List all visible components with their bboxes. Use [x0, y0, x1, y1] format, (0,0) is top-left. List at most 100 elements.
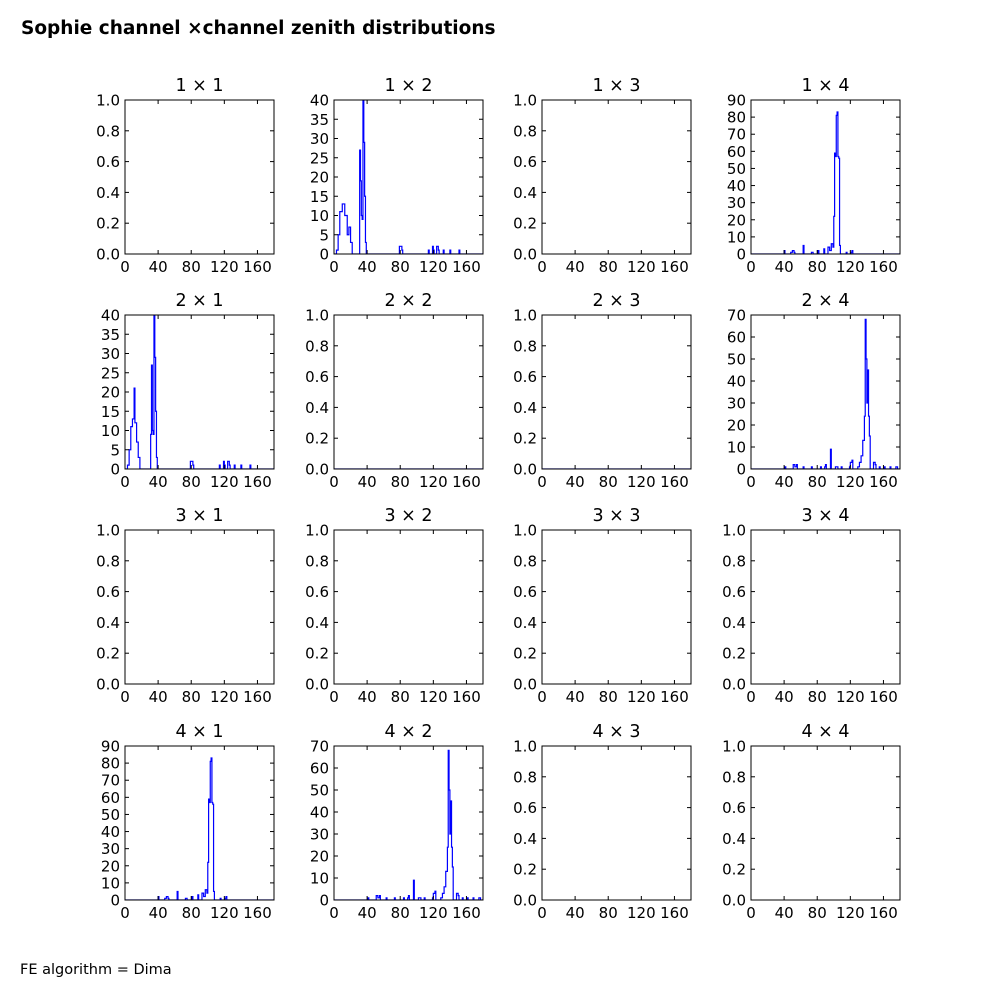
y-tick-label: 20 [310, 169, 329, 187]
x-tick-label: 160 [869, 904, 898, 922]
y-tick-label: 10 [727, 228, 746, 246]
subplot-title: 3 × 3 [592, 506, 640, 526]
x-tick-label: 0 [537, 904, 547, 922]
x-tick-label: 80 [182, 904, 201, 922]
subplot-10: 0 40 80 120 160 0.0 0.2 0.4 0.6 0.8 1.0 3 × 2 [305, 506, 484, 706]
x-tick-label: 0 [329, 904, 339, 922]
x-tick-label: 80 [808, 688, 827, 706]
subplot-title: 1 × 2 [384, 76, 432, 96]
x-tick-label: 80 [808, 473, 827, 491]
y-tick-label: 0.8 [96, 122, 120, 140]
y-tick-label: 25 [101, 364, 120, 382]
y-tick-label: 0.4 [513, 399, 537, 417]
y-tick-label: 0.8 [513, 337, 537, 355]
x-tick-label: 120 [419, 258, 448, 276]
series-line [751, 111, 900, 254]
x-tick-label: 40 [358, 688, 377, 706]
x-tick-label: 160 [452, 473, 481, 491]
y-tick-label: 10 [101, 874, 120, 892]
y-tick-label: 70 [101, 772, 120, 790]
y-tick-label: 60 [727, 143, 746, 161]
y-tick-label: 10 [101, 422, 120, 440]
x-tick-label: 40 [358, 473, 377, 491]
axes-frame [750, 745, 901, 901]
x-tick-label: 120 [210, 258, 239, 276]
x-tick-label: 40 [566, 688, 585, 706]
y-tick-label: 20 [310, 848, 329, 866]
x-tick-label: 120 [210, 473, 239, 491]
y-tick-label: 50 [727, 351, 746, 369]
y-tick-label: 50 [727, 160, 746, 178]
y-tick-label: 1.0 [513, 92, 537, 110]
x-tick-label: 0 [329, 473, 339, 491]
x-tick-label: 40 [358, 904, 377, 922]
x-tick-label: 0 [746, 258, 756, 276]
y-tick-label: 0.4 [513, 184, 537, 202]
y-tick-label: 40 [727, 177, 746, 195]
axes-frame [541, 314, 692, 470]
x-tick-label: 0 [537, 258, 547, 276]
y-tick-label: 20 [101, 384, 120, 402]
subplot-title: 1 × 4 [801, 76, 849, 96]
x-tick-label: 40 [566, 258, 585, 276]
y-tick-label: 0.4 [305, 399, 329, 417]
x-tick-label: 80 [599, 904, 618, 922]
y-tick-label: 1.0 [513, 307, 537, 325]
x-tick-label: 40 [149, 473, 168, 491]
y-tick-label: 1.0 [513, 738, 537, 756]
x-tick-label: 80 [808, 258, 827, 276]
x-tick-label: 80 [182, 258, 201, 276]
x-tick-label: 40 [149, 258, 168, 276]
y-tick-label: 10 [727, 439, 746, 457]
y-tick-label: 1.0 [96, 522, 120, 540]
y-tick-label: 80 [727, 109, 746, 127]
x-tick-label: 160 [660, 688, 689, 706]
axes-frame [333, 314, 484, 470]
subplot-title: 3 × 4 [801, 506, 849, 526]
y-tick-label: 0.0 [96, 676, 120, 694]
x-tick-label: 120 [836, 904, 865, 922]
y-tick-label: 40 [310, 804, 329, 822]
y-tick-label: 0.2 [513, 645, 537, 663]
subplot-title: 2 × 3 [592, 291, 640, 311]
y-tick-label: 0.8 [722, 552, 746, 570]
y-tick-label: 0.0 [722, 892, 746, 910]
y-tick-label: 0 [736, 246, 746, 264]
subplot-title: 3 × 2 [384, 506, 432, 526]
series-line [125, 757, 274, 900]
axes-frame [124, 529, 275, 685]
y-tick-label: 90 [101, 738, 120, 756]
y-tick-label: 0.2 [722, 645, 746, 663]
y-tick-label: 0 [319, 246, 329, 264]
subplot-9: 0 40 80 120 160 0.0 0.2 0.4 0.6 0.8 1.0 3 × 1 [96, 506, 275, 706]
series-line [334, 749, 483, 900]
axes-frame [750, 314, 901, 470]
x-tick-label: 160 [660, 473, 689, 491]
subplot-7: 0 40 80 120 160 0.0 0.2 0.4 0.6 0.8 1.0 2 × 3 [513, 291, 692, 491]
y-tick-label: 0 [110, 892, 120, 910]
x-tick-label: 160 [869, 258, 898, 276]
y-tick-label: 0.2 [96, 645, 120, 663]
y-tick-label: 30 [101, 840, 120, 858]
x-tick-label: 40 [775, 473, 794, 491]
x-tick-label: 160 [243, 688, 272, 706]
x-tick-label: 40 [566, 473, 585, 491]
y-tick-label: 0.8 [305, 552, 329, 570]
y-tick-label: 0.2 [513, 430, 537, 448]
series-line [125, 315, 274, 469]
y-tick-label: 30 [310, 130, 329, 148]
x-tick-label: 80 [599, 258, 618, 276]
x-tick-label: 120 [836, 258, 865, 276]
y-tick-label: 0.8 [513, 768, 537, 786]
y-tick-label: 1.0 [722, 738, 746, 756]
subplot-11: 0 40 80 120 160 0.0 0.2 0.4 0.6 0.8 1.0 3 × 3 [513, 506, 692, 706]
y-tick-label: 0.8 [513, 122, 537, 140]
y-tick-label: 0.0 [305, 676, 329, 694]
y-tick-label: 40 [727, 373, 746, 391]
y-tick-label: 10 [310, 207, 329, 225]
y-tick-label: 25 [310, 149, 329, 167]
x-tick-label: 40 [149, 688, 168, 706]
